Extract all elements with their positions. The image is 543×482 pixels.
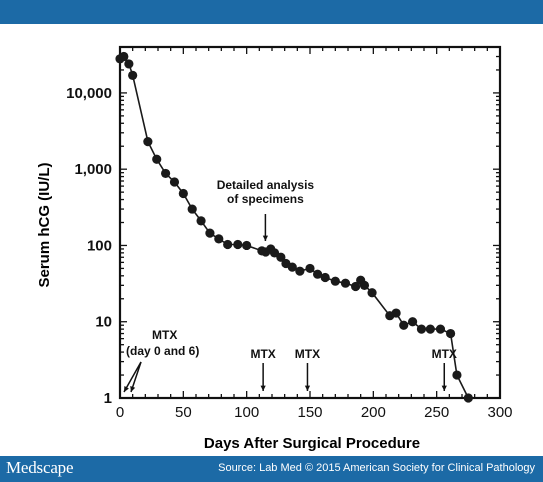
y-tick-label: 100 (87, 237, 112, 254)
data-point (276, 252, 286, 262)
data-point (463, 393, 473, 403)
data-point (295, 266, 305, 276)
data-point (359, 280, 370, 290)
brand-logo[interactable]: Medscape (6, 458, 74, 477)
annotation-label: (day 0 and 6) (126, 344, 199, 358)
data-point (391, 308, 401, 318)
data-point (287, 262, 297, 272)
data-point (425, 324, 435, 334)
annotation-label: of specimens (227, 192, 304, 206)
data-point (178, 188, 188, 199)
data-point (446, 328, 456, 339)
data-point (223, 239, 233, 250)
data-point (367, 288, 377, 298)
data-point (416, 324, 427, 334)
x-tick-label: 100 (234, 404, 259, 421)
x-tick-label: 50 (175, 404, 192, 421)
data-point (408, 317, 418, 327)
data-point (351, 281, 361, 292)
data-point (187, 204, 197, 214)
x-tick-label: 150 (297, 404, 322, 421)
annotation-arrow-head (304, 385, 311, 391)
data-point (320, 272, 330, 283)
data-point (305, 263, 315, 274)
data-point (435, 324, 446, 334)
annotation-arrow-head (124, 386, 129, 392)
data-point (452, 370, 462, 380)
chart-svg: 0 50 100 150 200 250 300 1 10 100 1,000 10,000 Deta… (36, 45, 513, 452)
x-tick-label: 300 (487, 404, 512, 421)
data-point (340, 278, 351, 288)
annotation-label: MTX (295, 347, 320, 361)
data-point (205, 228, 215, 238)
x-axis-label: Days After Surgical Procedure (204, 435, 420, 452)
y-tick-label: 1 (104, 390, 112, 407)
header-bar (0, 0, 543, 24)
data-point (169, 177, 180, 187)
footer-bar: Medscape Source: Lab Med © 2015 American… (0, 456, 543, 482)
data-point (119, 51, 129, 62)
data-point (330, 276, 340, 286)
data-point (196, 216, 206, 226)
data-point (313, 269, 323, 279)
data-point (143, 137, 153, 147)
source-credit: Source: Lab Med © 2015 American Society … (218, 462, 535, 474)
x-tick-label: 200 (361, 404, 386, 421)
y-tick-label: 10,000 (66, 85, 112, 102)
data-point (214, 234, 224, 244)
x-tick-label: 0 (116, 404, 124, 421)
data-point (399, 320, 409, 330)
x-tick-label: 250 (424, 404, 449, 421)
annotation-label: MTX (432, 347, 457, 361)
data-point (128, 70, 138, 80)
annotation-arrow-head (130, 386, 136, 392)
data-point (124, 59, 134, 69)
annotation-arrow-head (441, 385, 447, 391)
y-tick-label: 10 (95, 314, 112, 331)
y-axis-label: Serum hCG (IU/L) (36, 162, 53, 287)
data-point (233, 239, 243, 250)
annotation-label: MTX (250, 347, 275, 361)
data-point (161, 168, 171, 179)
annotation-label: Detailed analysis (217, 178, 315, 192)
annotation-label: MTX (152, 328, 177, 342)
chart: 0 50 100 150 200 250 300 1 10 100 1,000 10,000 Deta… (0, 24, 543, 456)
data-point (152, 154, 162, 164)
annotation-arrow-head (262, 235, 269, 241)
annotation-arrow-head (260, 385, 266, 391)
y-tick-label: 1,000 (74, 161, 112, 178)
data-point (242, 240, 252, 251)
annotation-arrow (123, 361, 142, 393)
